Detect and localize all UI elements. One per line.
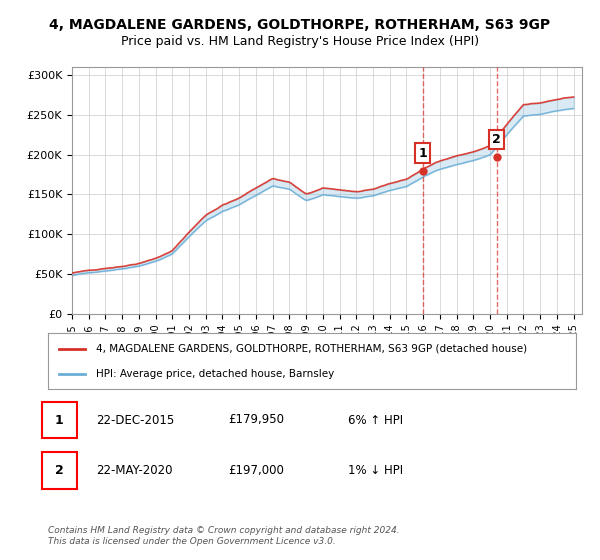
Text: 22-DEC-2015: 22-DEC-2015 bbox=[96, 413, 174, 427]
Text: Contains HM Land Registry data © Crown copyright and database right 2024.
This d: Contains HM Land Registry data © Crown c… bbox=[48, 526, 400, 546]
Text: 4, MAGDALENE GARDENS, GOLDTHORPE, ROTHERHAM, S63 9GP (detached house): 4, MAGDALENE GARDENS, GOLDTHORPE, ROTHER… bbox=[95, 344, 527, 354]
Text: 1: 1 bbox=[55, 413, 64, 427]
Text: 1% ↓ HPI: 1% ↓ HPI bbox=[348, 464, 403, 477]
Text: £179,950: £179,950 bbox=[228, 413, 284, 427]
Text: 2: 2 bbox=[55, 464, 64, 477]
Text: HPI: Average price, detached house, Barnsley: HPI: Average price, detached house, Barn… bbox=[95, 368, 334, 379]
Text: 2: 2 bbox=[492, 133, 501, 146]
Text: Price paid vs. HM Land Registry's House Price Index (HPI): Price paid vs. HM Land Registry's House … bbox=[121, 35, 479, 49]
Text: £197,000: £197,000 bbox=[228, 464, 284, 477]
Text: 6% ↑ HPI: 6% ↑ HPI bbox=[348, 413, 403, 427]
Text: 4, MAGDALENE GARDENS, GOLDTHORPE, ROTHERHAM, S63 9GP: 4, MAGDALENE GARDENS, GOLDTHORPE, ROTHER… bbox=[49, 18, 551, 32]
Text: 1: 1 bbox=[418, 147, 427, 160]
Text: 22-MAY-2020: 22-MAY-2020 bbox=[96, 464, 173, 477]
